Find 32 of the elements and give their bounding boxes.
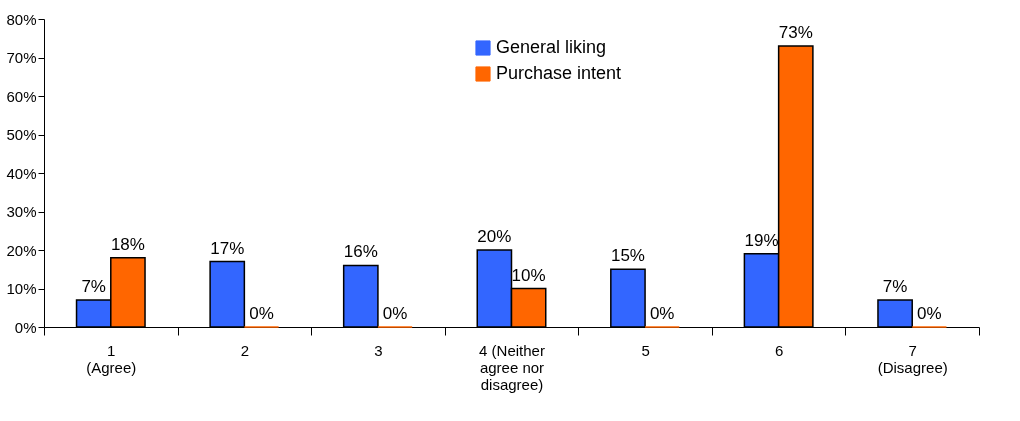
data-label: 19% xyxy=(744,230,779,250)
x-tick-label: 6 xyxy=(774,341,784,359)
y-tick-label: 0% xyxy=(14,318,37,336)
data-label: 0% xyxy=(649,304,675,323)
y-tick-label: 30% xyxy=(6,203,37,220)
x-tick-label: 7 (Disagree) xyxy=(877,341,948,376)
x-tick-label: 4 (Neither agree nor disagree) xyxy=(479,341,545,393)
y-tick-label: 70% xyxy=(6,49,37,66)
y-tick-label: 40% xyxy=(6,164,37,182)
data-label: 0% xyxy=(917,304,942,323)
legend-label: Purchase intent xyxy=(496,63,622,83)
data-label: 20% xyxy=(477,227,512,246)
y-tick-label: 80% xyxy=(6,10,37,28)
data-label: 15% xyxy=(610,246,645,266)
data-label: 73% xyxy=(778,22,813,42)
data-label: 0% xyxy=(249,304,274,323)
data-label: 18% xyxy=(110,234,145,254)
data-label: 16% xyxy=(343,242,378,262)
x-tick-label: 5 xyxy=(641,341,650,359)
data-label: 10% xyxy=(511,265,546,285)
y-tick-label: 60% xyxy=(6,87,37,105)
x-tick-label: 1 (Agree) xyxy=(86,341,137,376)
data-label: 7% xyxy=(882,277,908,297)
y-tick-label: 20% xyxy=(6,241,37,259)
data-label: 17% xyxy=(210,238,245,258)
x-tick-label: 3 xyxy=(374,341,383,359)
legend-label: General liking xyxy=(496,37,607,57)
y-tick-label: 50% xyxy=(6,126,37,143)
data-label: 0% xyxy=(382,304,408,323)
data-label: 7% xyxy=(81,277,106,297)
y-tick-label: 10% xyxy=(6,280,37,297)
x-tick-label: 2 xyxy=(240,341,250,359)
